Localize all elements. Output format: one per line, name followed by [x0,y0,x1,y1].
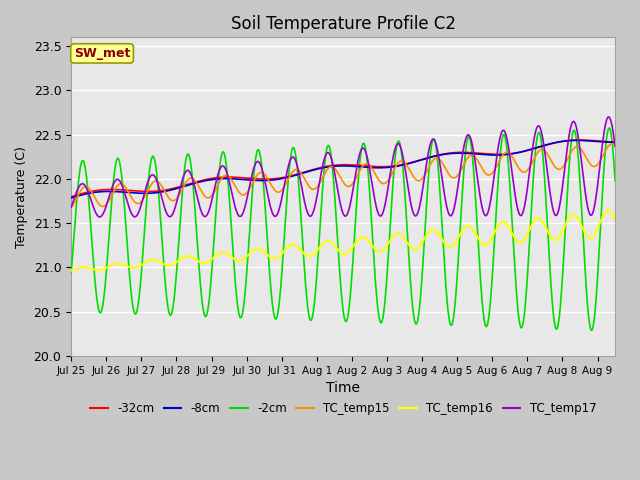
Title: Soil Temperature Profile C2: Soil Temperature Profile C2 [230,15,456,33]
Legend: -32cm, -8cm, -2cm, TC_temp15, TC_temp16, TC_temp17: -32cm, -8cm, -2cm, TC_temp15, TC_temp16,… [85,398,601,420]
Y-axis label: Temperature (C): Temperature (C) [15,146,28,248]
Text: SW_met: SW_met [74,47,131,60]
X-axis label: Time: Time [326,381,360,395]
